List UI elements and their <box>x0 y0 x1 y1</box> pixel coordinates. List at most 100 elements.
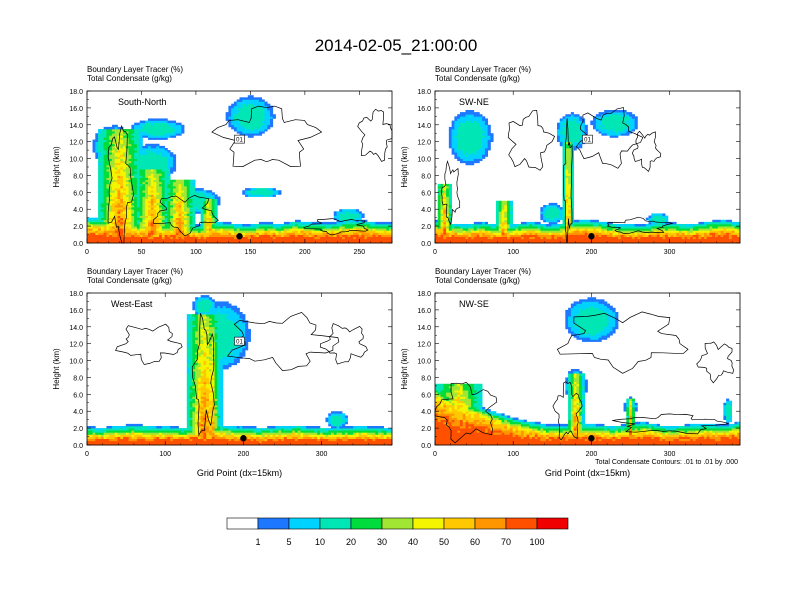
field-cell <box>487 143 491 147</box>
field-cell <box>178 228 182 231</box>
field-cell <box>175 240 179 244</box>
field-cell <box>490 133 494 136</box>
field-cell <box>383 230 387 233</box>
field-cell <box>537 221 541 225</box>
field-cell <box>509 209 513 212</box>
field-cell <box>498 226 502 229</box>
field-cell <box>164 169 168 172</box>
field-cell <box>111 196 116 200</box>
field-cell <box>537 232 541 235</box>
y-tick-label: 2.0 <box>73 224 83 231</box>
field-cell <box>236 224 240 227</box>
field-cell <box>565 226 569 229</box>
field-cell <box>512 234 516 238</box>
field-cell <box>267 236 271 240</box>
field-cell <box>100 234 104 238</box>
field-cell <box>355 209 360 212</box>
field-cell <box>479 116 483 119</box>
field-cell <box>289 238 293 242</box>
field-cell <box>170 164 174 168</box>
field-cell <box>164 209 168 212</box>
field-cell <box>459 120 464 124</box>
field-cell <box>570 167 574 170</box>
field-cell <box>587 230 591 233</box>
field-cell <box>236 240 240 244</box>
field-cell <box>662 215 666 219</box>
field-cell <box>167 179 171 183</box>
field-cell <box>264 124 268 128</box>
field-cell <box>386 224 390 227</box>
field-cell <box>306 236 310 240</box>
field-cell <box>275 190 279 193</box>
field-cell <box>153 118 157 121</box>
field-cell <box>161 131 165 134</box>
field-cell <box>579 122 583 126</box>
field-cell <box>123 221 127 225</box>
field-cell <box>568 213 572 216</box>
field-cell <box>98 236 102 240</box>
field-cell <box>111 207 116 210</box>
field-cell <box>322 238 326 242</box>
field-cell <box>247 188 251 191</box>
field-cell <box>103 131 107 134</box>
field-cell <box>665 215 669 219</box>
field-cell <box>496 238 500 242</box>
field-cell <box>584 131 588 134</box>
field-cell <box>178 211 182 214</box>
field-cell <box>642 238 647 242</box>
field-cell <box>161 150 165 153</box>
field-cell <box>145 160 149 164</box>
field-cell <box>283 234 287 238</box>
field-cell <box>462 238 466 242</box>
field-cell <box>336 228 340 231</box>
field-cell <box>468 158 472 162</box>
field-cell <box>106 224 110 227</box>
field-cell <box>465 226 469 229</box>
field-cell <box>509 215 513 219</box>
field-cell <box>114 169 118 172</box>
field-cell <box>120 154 124 157</box>
field-cell <box>134 137 138 140</box>
field-cell <box>443 209 447 212</box>
field-cell <box>322 226 326 229</box>
field-cell <box>109 209 113 212</box>
field-cell <box>498 238 502 242</box>
field-cell <box>253 190 257 193</box>
field-cell <box>164 226 168 229</box>
field-cell <box>139 148 143 151</box>
field-cell <box>123 240 127 244</box>
field-cell <box>192 224 196 227</box>
field-cell <box>448 186 452 189</box>
field-cell <box>100 141 104 145</box>
field-cell <box>120 139 124 143</box>
field-cell <box>178 219 182 223</box>
field-cell <box>484 143 489 147</box>
field-cell <box>184 202 188 206</box>
field-cell <box>217 236 221 240</box>
field-cell <box>446 202 450 206</box>
field-cell <box>111 194 116 197</box>
field-cell <box>294 240 299 244</box>
field-cell <box>557 139 561 143</box>
field-cell <box>117 150 121 153</box>
field-cell <box>103 186 107 189</box>
field-cell <box>231 110 235 113</box>
field-cell <box>117 219 121 223</box>
field-cell <box>451 139 455 143</box>
field-cell <box>98 156 102 159</box>
field-cell <box>231 120 235 124</box>
field-cell <box>231 234 235 238</box>
field-cell <box>114 135 118 138</box>
field-cell <box>322 240 326 244</box>
field-cell <box>573 228 577 231</box>
field-cell <box>109 175 113 178</box>
field-cell <box>454 126 458 130</box>
field-cell <box>242 129 246 132</box>
field-cell <box>634 124 638 128</box>
field-cell <box>125 162 129 166</box>
field-cell <box>606 236 611 240</box>
field-cell <box>95 139 99 143</box>
field-cell <box>484 124 489 128</box>
field-cell <box>270 230 274 233</box>
field-cell <box>314 230 318 233</box>
